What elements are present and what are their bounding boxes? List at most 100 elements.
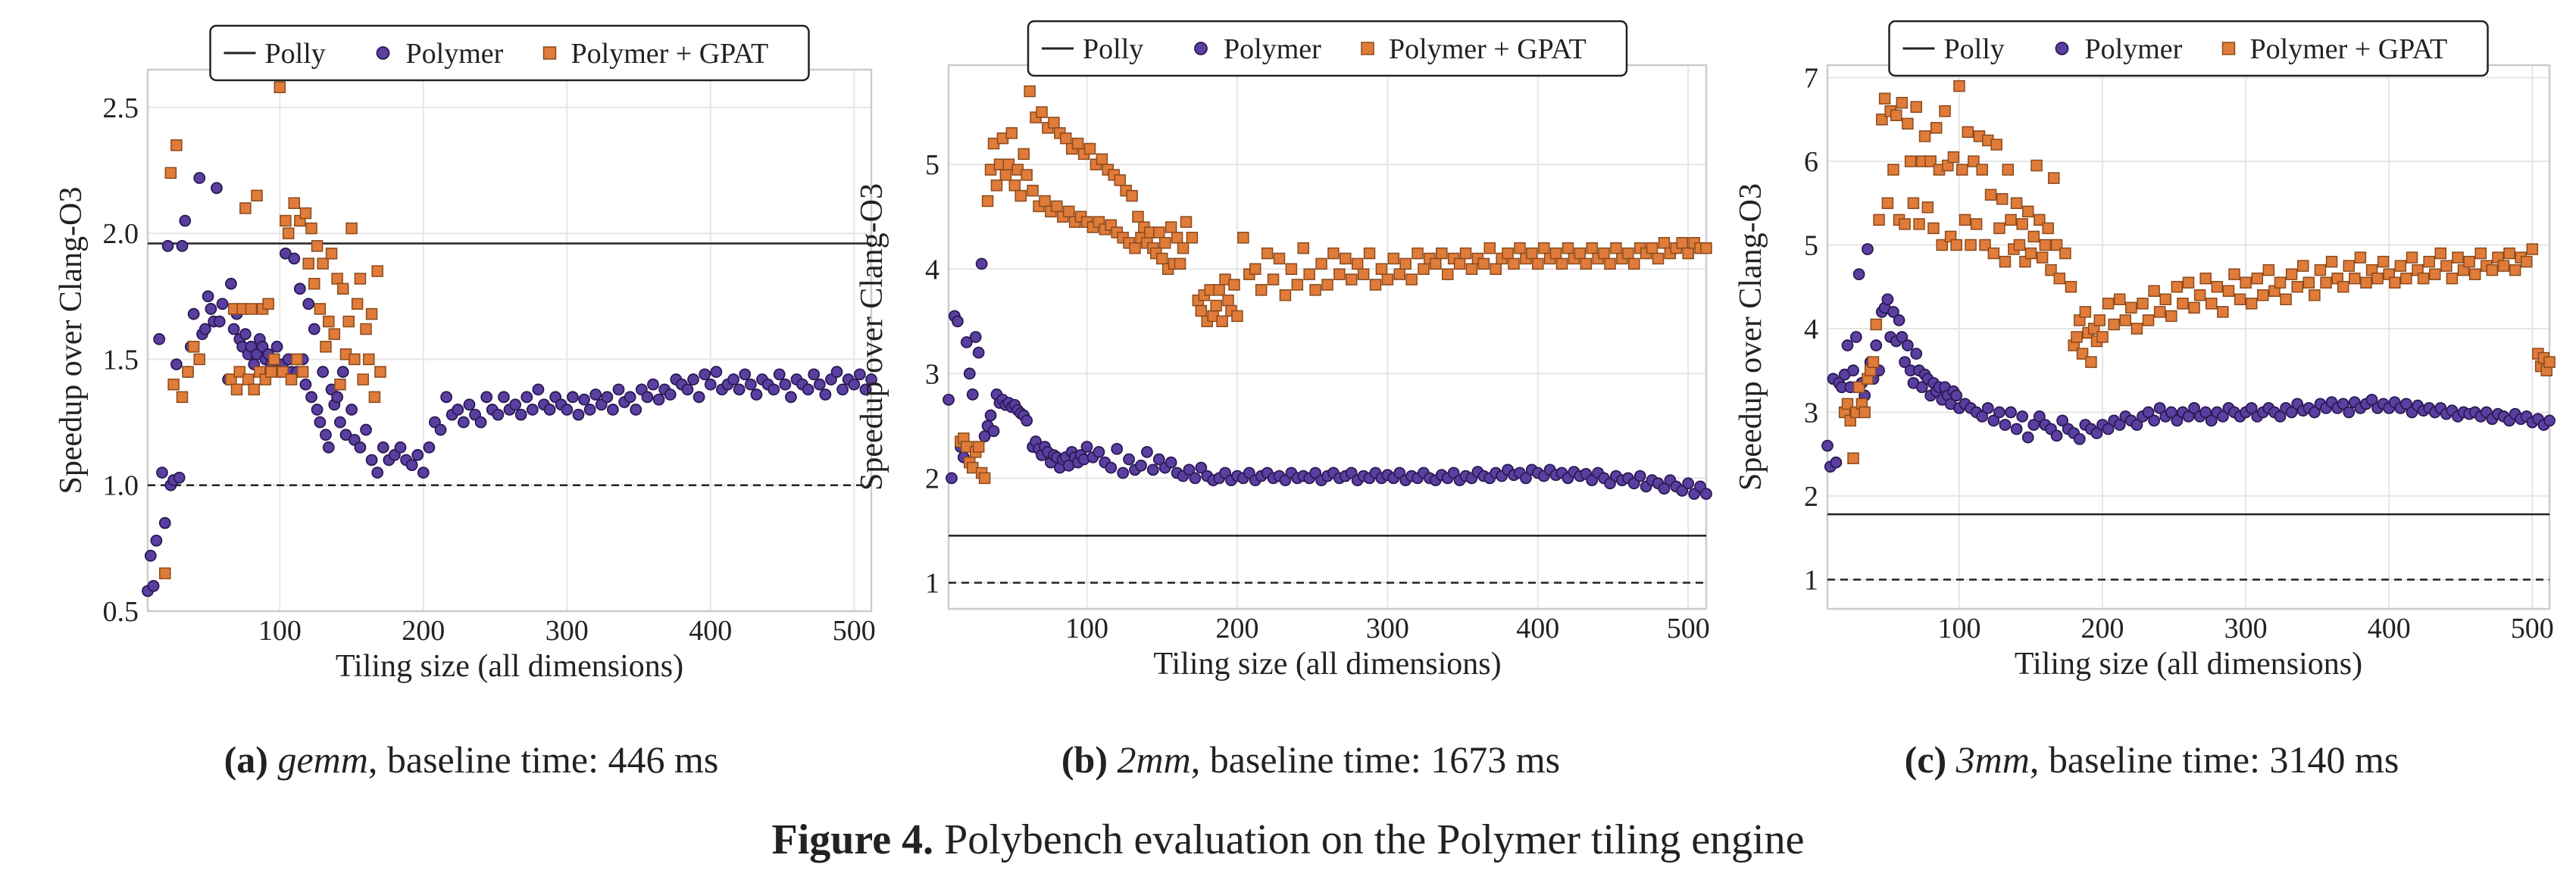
gpat-point — [1171, 232, 1183, 244]
polymer-point — [2182, 410, 2195, 423]
gpat-point — [277, 366, 289, 378]
gpat-point — [2108, 318, 2120, 331]
gpat-point — [239, 202, 252, 214]
polymer-point — [311, 404, 324, 416]
polymer-point — [1123, 453, 1135, 466]
gpat-point — [1562, 242, 1574, 254]
polymer-point — [733, 383, 746, 396]
gpat-point — [2199, 272, 2212, 285]
gpat-point — [2497, 260, 2510, 272]
gpat-point — [1024, 85, 1036, 98]
gpat-point — [328, 328, 341, 340]
polymer-point — [293, 282, 306, 295]
gpat-point — [1018, 148, 1030, 161]
polymer-point — [2090, 427, 2103, 439]
gpat-point — [1950, 239, 1962, 251]
gpat-point — [2153, 306, 2166, 318]
gpat-point — [2526, 243, 2539, 255]
gpat-point — [2036, 251, 2049, 264]
gpat-point — [978, 472, 991, 485]
polymer-point — [417, 466, 430, 479]
y-tick-label: 3 — [925, 358, 939, 390]
polymer-point — [314, 416, 327, 429]
polymer-point — [2365, 393, 2378, 406]
polymer-point — [334, 416, 346, 429]
gpat-point — [1014, 189, 1027, 202]
gpat-point — [1465, 263, 1478, 275]
polymer-point — [2142, 406, 2155, 419]
gpat-point — [2125, 301, 2137, 314]
plot-frame — [947, 64, 1708, 610]
gpat-point — [2211, 280, 2224, 293]
polymer-point — [1887, 305, 1899, 318]
legend-gpat-swatch — [542, 46, 557, 60]
gpat-point — [1321, 279, 1333, 291]
gpat-point — [274, 81, 286, 94]
polymer-point — [492, 408, 505, 421]
gpat-point — [2048, 172, 2060, 184]
gpat-point — [2228, 268, 2240, 280]
gpat-point — [1921, 201, 1934, 214]
gpat-point — [1357, 268, 1370, 280]
y-tick-label: 2.0 — [103, 218, 139, 250]
gpat-point — [1327, 247, 1340, 260]
gpat-point — [1345, 273, 1358, 285]
gpat-point — [1114, 174, 1126, 186]
gpat-point — [2085, 356, 2097, 368]
polymer-point — [322, 441, 335, 454]
y-tick-label: 5 — [925, 149, 939, 181]
gpat-point — [1483, 242, 1496, 254]
polymer-point — [1987, 414, 2000, 427]
polymer-point — [1999, 419, 2012, 431]
subcaption-baseline: , baseline time: 3140 ms — [2030, 738, 2399, 781]
polymer-point — [320, 429, 332, 442]
gpat-point — [1993, 222, 2005, 235]
polymer-point — [2131, 419, 2143, 431]
gpat-point — [2349, 272, 2361, 285]
gpat-point — [1387, 252, 1400, 265]
gpat-point — [248, 383, 260, 396]
gpat-point — [2285, 268, 2298, 280]
gpat-point — [1291, 279, 1304, 291]
gpat-point — [1381, 273, 1394, 285]
gpat-point — [2240, 276, 2252, 289]
polymer-point — [1141, 445, 1153, 458]
polymer-point — [1633, 470, 1646, 482]
gpat-point — [2002, 164, 2014, 176]
polymer-point — [339, 429, 352, 442]
polymer-point — [808, 368, 821, 381]
polymer-point — [1881, 293, 1894, 306]
x-tick-label: 400 — [689, 615, 732, 647]
gpat-point — [1285, 263, 1298, 275]
gpat-point — [1459, 247, 1472, 260]
legend-gpat-label: Polymer + GPAT — [571, 38, 769, 70]
polymer-point — [561, 404, 574, 416]
gpat-point — [2468, 268, 2481, 280]
gpat-point — [170, 139, 183, 151]
legend-box — [1888, 20, 2489, 77]
polymer-point — [405, 459, 418, 472]
polymer-point — [474, 416, 487, 429]
polymer-point — [830, 366, 843, 378]
gpat-point — [1195, 304, 1208, 317]
gpat-point — [2463, 255, 2475, 268]
y-axis-label: Speedup over Clang-O3 — [1733, 183, 1768, 491]
gpat-point — [2113, 293, 2126, 306]
gpat-point — [1430, 257, 1442, 270]
gpat-point — [1309, 284, 1321, 296]
x-tick-label: 100 — [1065, 613, 1108, 644]
polymer-point — [699, 368, 711, 381]
gpat-point — [1153, 226, 1165, 239]
gpat-point — [2016, 218, 2028, 230]
gpat-point — [2274, 276, 2287, 289]
legend-polly-label: Polly — [1944, 33, 2005, 65]
polymer-point — [865, 373, 877, 385]
y-tick-label: 2.5 — [103, 92, 139, 124]
polymer-point — [1152, 453, 1165, 466]
x-tick-label: 100 — [258, 615, 302, 647]
polymer-point — [612, 383, 625, 396]
polymer-point — [365, 454, 378, 466]
gpat-point — [331, 273, 343, 285]
gpat-point — [1990, 139, 2002, 151]
x-tick-label: 400 — [1516, 613, 1559, 644]
